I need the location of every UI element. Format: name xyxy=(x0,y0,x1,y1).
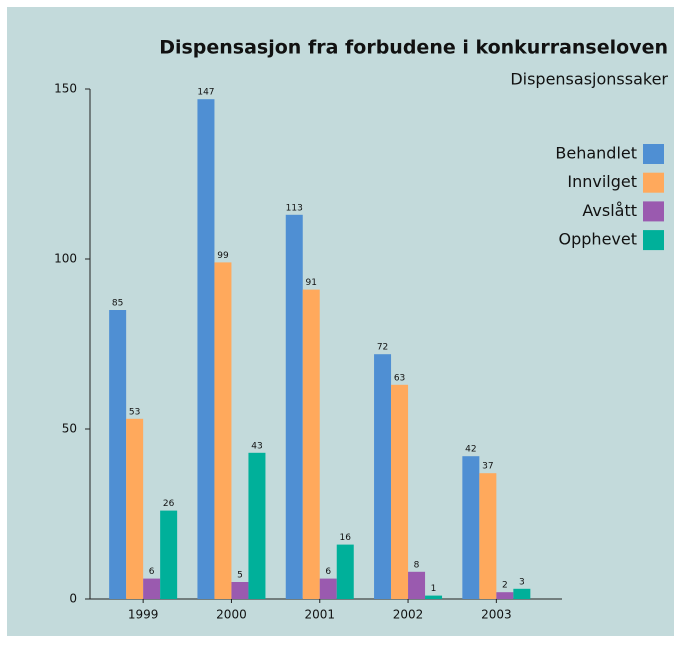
value-label: 8 xyxy=(414,560,420,570)
x-tick-label: 2002 xyxy=(393,608,424,622)
value-label: 2 xyxy=(502,581,508,591)
bar xyxy=(126,418,144,599)
bar xyxy=(197,99,215,599)
legend-label: Behandlet xyxy=(555,144,637,163)
bar xyxy=(391,384,409,599)
value-label: 6 xyxy=(149,567,155,577)
x-tick-label: 1999 xyxy=(128,608,159,622)
value-label: 91 xyxy=(306,278,317,288)
value-label: 1 xyxy=(431,584,437,594)
legend-swatch xyxy=(643,144,664,164)
y-tick-label: 50 xyxy=(62,422,77,436)
x-tick-label: 2003 xyxy=(481,608,512,622)
legend-label: Innvilget xyxy=(567,172,637,191)
bar xyxy=(408,571,426,599)
value-label: 43 xyxy=(251,441,262,451)
chart-title: Dispensasjon fra forbudene i konkurranse… xyxy=(159,37,668,59)
value-label: 147 xyxy=(197,88,214,98)
value-label: 5 xyxy=(237,571,243,581)
legend-swatch xyxy=(643,172,664,193)
bar xyxy=(160,510,178,599)
value-label: 85 xyxy=(112,299,123,309)
value-label: 37 xyxy=(482,462,493,472)
value-label: 42 xyxy=(465,445,476,455)
bar xyxy=(374,354,392,599)
bar xyxy=(143,578,161,599)
legend-swatch xyxy=(643,230,664,251)
bar xyxy=(109,310,127,599)
y-tick-label: 0 xyxy=(69,592,77,606)
bar xyxy=(214,262,232,599)
value-label: 63 xyxy=(394,373,405,383)
bar xyxy=(231,582,249,599)
value-label: 26 xyxy=(163,499,175,509)
bar xyxy=(248,452,266,599)
bar xyxy=(462,456,480,599)
value-label: 99 xyxy=(217,251,229,261)
bar xyxy=(302,289,320,599)
value-label: 53 xyxy=(129,407,140,417)
bar xyxy=(513,588,531,599)
y-tick-label: 150 xyxy=(54,82,77,96)
legend-label: Opphevet xyxy=(559,230,637,249)
chart-subtitle: Dispensasjonssaker xyxy=(510,70,668,89)
legend-label: Avslått xyxy=(582,201,637,220)
bar xyxy=(496,592,514,599)
bar xyxy=(336,544,354,599)
bar xyxy=(285,214,303,600)
x-tick-label: 2001 xyxy=(304,608,335,622)
value-label: 72 xyxy=(377,343,388,353)
value-label: 113 xyxy=(286,203,303,213)
legend-swatch xyxy=(643,201,664,222)
bar xyxy=(425,595,443,599)
bar xyxy=(479,473,497,599)
value-label: 6 xyxy=(325,567,331,577)
value-label: 16 xyxy=(340,533,352,543)
x-tick-label: 2000 xyxy=(216,608,247,622)
value-label: 3 xyxy=(519,577,525,587)
y-tick-label: 100 xyxy=(54,252,77,266)
bar xyxy=(319,578,337,599)
